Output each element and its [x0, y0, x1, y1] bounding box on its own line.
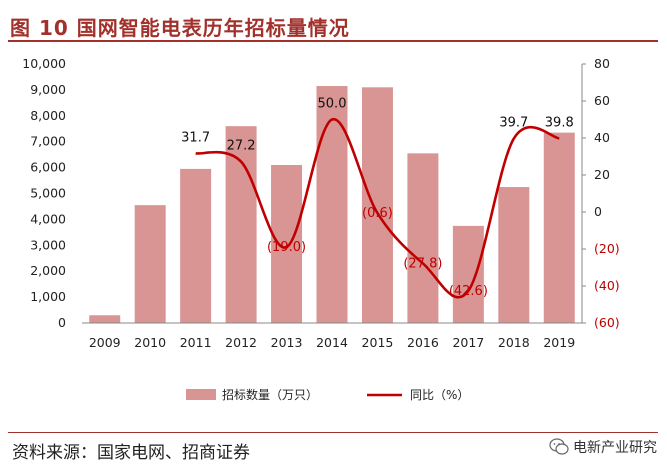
source-note: 资料来源：国家电网、招商证券	[12, 438, 250, 463]
data-label: 39.7	[499, 116, 528, 131]
y-right-tick-label: (20)	[594, 241, 620, 256]
y-left-tick-label: 9,000	[30, 82, 66, 97]
brand: 电新产业研究	[549, 436, 657, 458]
bar-2009	[89, 315, 120, 323]
y-left-tick-label: 6,000	[30, 160, 66, 175]
bar-2011	[180, 169, 211, 323]
legend-line-label: 同比（%）	[410, 388, 469, 402]
data-label: (0.6)	[362, 206, 393, 221]
bar-2017	[453, 226, 484, 323]
bar-2019	[544, 133, 575, 323]
y-right-tick-label: (40)	[594, 278, 620, 293]
y-right-tick-label: 20	[594, 167, 610, 182]
y-right-tick-label: 80	[594, 56, 610, 71]
y-left-tick-label: 2,000	[30, 263, 66, 278]
wechat-icon	[549, 437, 569, 457]
data-label: (19.0)	[267, 240, 306, 255]
data-label: 39.8	[545, 115, 574, 130]
y-left-tick-label: 7,000	[30, 134, 66, 149]
y-left-tick-label: 8,000	[30, 108, 66, 123]
data-label: 50.0	[318, 97, 347, 112]
y-right-tick-label: 60	[594, 93, 610, 108]
x-tick-label: 2018	[498, 335, 530, 350]
legend-bar-swatch	[186, 389, 216, 400]
x-tick-label: 2016	[407, 335, 439, 350]
x-tick-label: 2012	[225, 335, 257, 350]
x-tick-label: 2015	[362, 335, 394, 350]
y-right-tick-label: 0	[594, 204, 602, 219]
brand-name: 电新产业研究	[573, 437, 657, 457]
data-label: 27.2	[227, 139, 256, 154]
y-left-tick-label: 0	[58, 315, 66, 330]
chart: 0 1,000 2,000 3,000 4,000 5,000 6,000 7,000 8,00…	[0, 0, 667, 430]
x-tick-label: 2014	[316, 335, 348, 350]
data-label: 31.7	[181, 130, 210, 145]
x-tick-label: 2013	[271, 335, 303, 350]
x-tick-label: 2009	[89, 335, 121, 350]
y-left-tick-label: 10,000	[22, 56, 66, 71]
data-label: (42.6)	[449, 284, 488, 299]
y-left-tick-label: 4,000	[30, 211, 66, 226]
y-right-tick-label: 40	[594, 130, 610, 145]
y-left-tick-label: 5,000	[30, 186, 66, 201]
x-tick-label: 2019	[543, 335, 575, 350]
bar-2010	[135, 205, 166, 323]
y-left-tick-label: 1,000	[30, 289, 66, 304]
bar-2016	[407, 153, 438, 323]
x-tick-label: 2011	[180, 335, 212, 350]
legend-bar-label: 招标数量（万只）	[222, 387, 318, 402]
y-right-tick-label: (60)	[594, 315, 620, 330]
y-left-tick-label: 3,000	[30, 237, 66, 252]
x-tick-label: 2010	[134, 335, 166, 350]
x-tick-label: 2017	[452, 335, 484, 350]
data-label: (27.8)	[403, 256, 442, 271]
bar-2018	[498, 187, 529, 323]
bar-2014	[317, 86, 348, 323]
footer-divider	[8, 432, 658, 433]
